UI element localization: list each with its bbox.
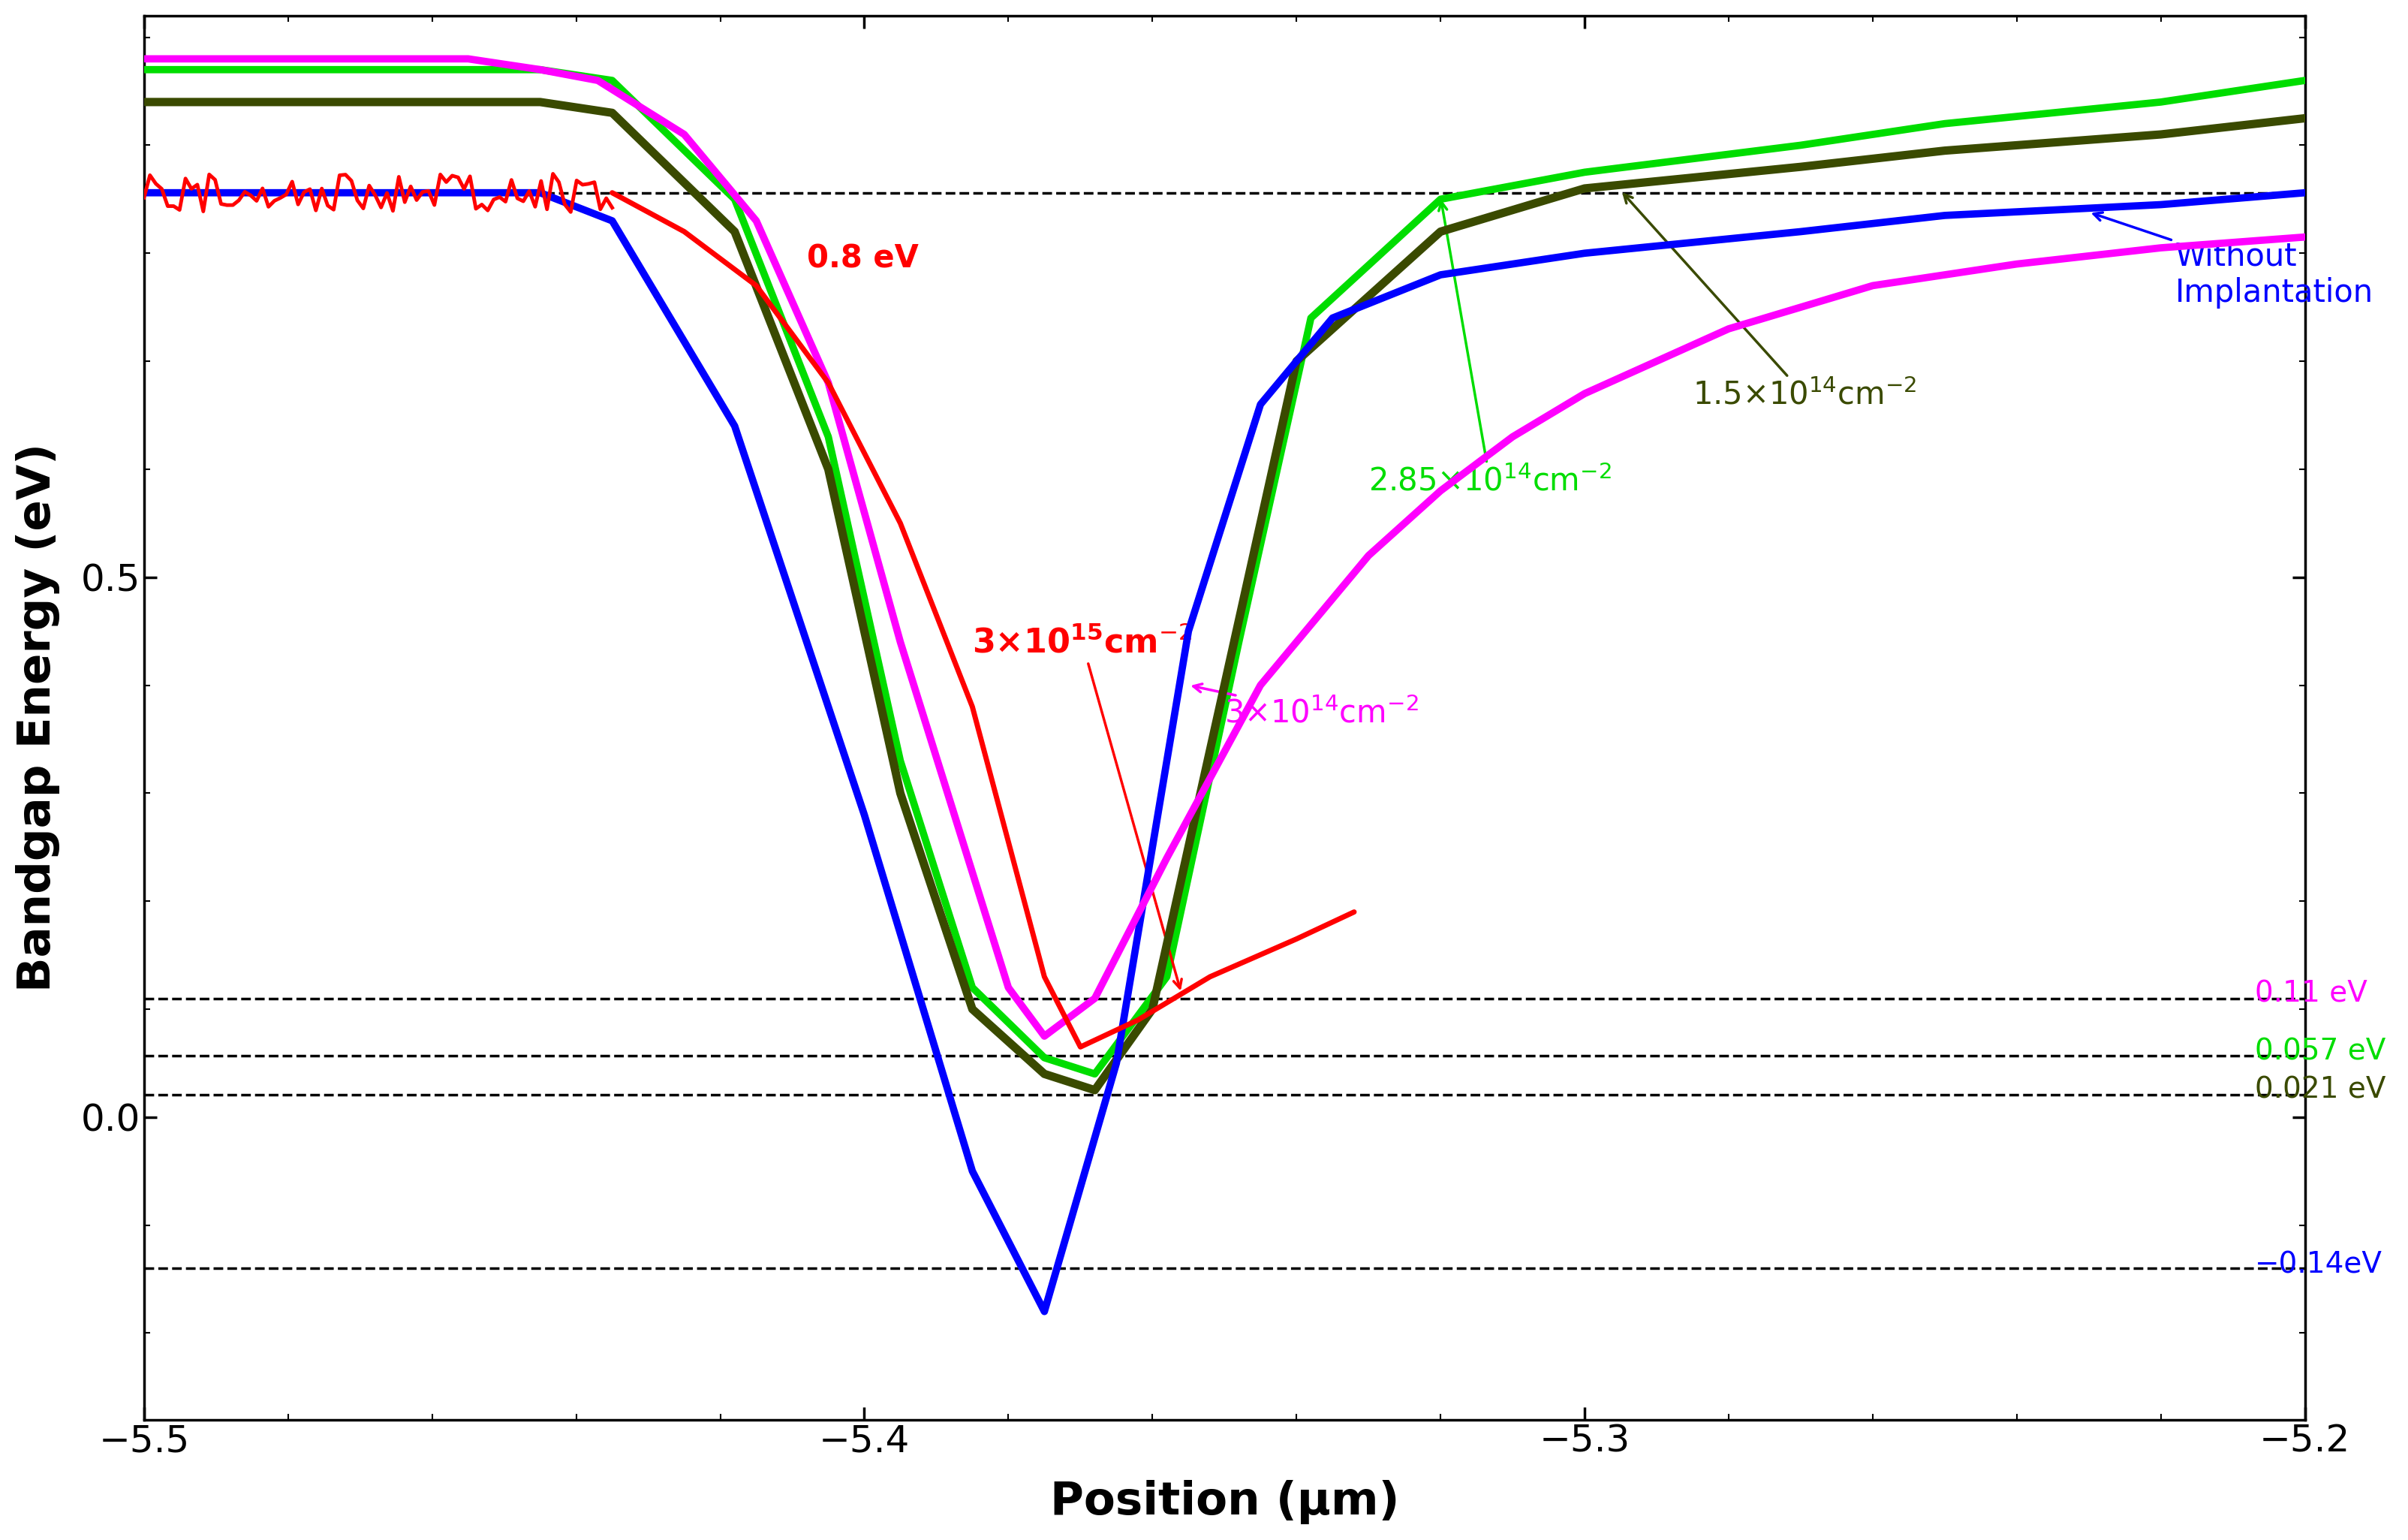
Text: 0.11 eV: 0.11 eV xyxy=(2254,979,2367,1009)
Text: −0.14eV: −0.14eV xyxy=(2254,1250,2382,1280)
Text: $\mathbf{3{\times}10^{15}}$cm$^{-2}$: $\mathbf{3{\times}10^{15}}$cm$^{-2}$ xyxy=(973,627,1192,989)
Text: $3{\times}10^{14}$cm$^{-2}$: $3{\times}10^{14}$cm$^{-2}$ xyxy=(1194,684,1418,730)
Text: 0.021 eV: 0.021 eV xyxy=(2254,1076,2386,1104)
Text: 0.057 eV: 0.057 eV xyxy=(2254,1036,2386,1066)
Text: $1.5{\times}10^{14}$cm$^{-2}$: $1.5{\times}10^{14}$cm$^{-2}$ xyxy=(1623,194,1917,411)
Text: $2.85{\times}10^{14}$cm$^{-2}$: $2.85{\times}10^{14}$cm$^{-2}$ xyxy=(1368,202,1611,497)
Y-axis label: Bandgap Energy (eV): Bandgap Energy (eV) xyxy=(14,444,60,992)
Text: 0.8 eV: 0.8 eV xyxy=(807,243,917,274)
Text: Without
Implantation: Without Implantation xyxy=(2093,213,2374,308)
X-axis label: Position (μm): Position (μm) xyxy=(1050,1480,1399,1525)
